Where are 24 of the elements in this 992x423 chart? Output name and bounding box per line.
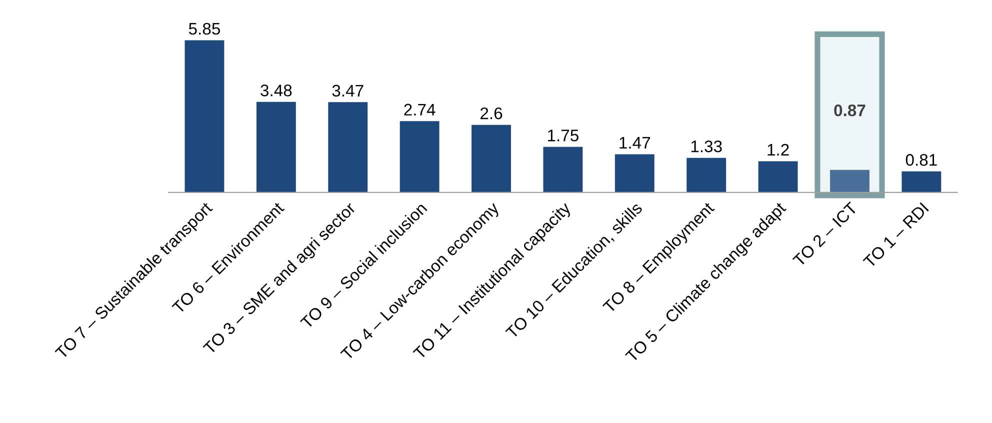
bar: [758, 161, 798, 192]
x-tick-label: TO 2 – ICT: [792, 201, 858, 268]
data-label: 2.74: [404, 104, 436, 116]
data-label: 0.81: [906, 154, 937, 166]
data-label: 5.85: [188, 22, 220, 35]
data-label: 1.33: [691, 140, 722, 152]
bar: [614, 154, 654, 192]
data-label: 1.47: [620, 137, 650, 148]
bar: [543, 146, 583, 192]
data-label: 3.48: [260, 84, 292, 96]
data-label: 1.2: [768, 144, 789, 156]
bar: [472, 124, 511, 192]
bar: [400, 121, 440, 192]
data-label: 3.47: [332, 84, 364, 97]
bar: [328, 102, 368, 192]
bar: [184, 40, 224, 192]
bar: [686, 158, 726, 192]
bar: [256, 102, 296, 192]
annotation: 0.87: [834, 104, 866, 116]
data-label: 1.75: [548, 130, 578, 142]
x-tick-label: TO 1 – RDI: [862, 202, 930, 269]
bar: [902, 171, 942, 192]
data-label: 2.6: [480, 107, 502, 120]
bar: [830, 170, 870, 192]
